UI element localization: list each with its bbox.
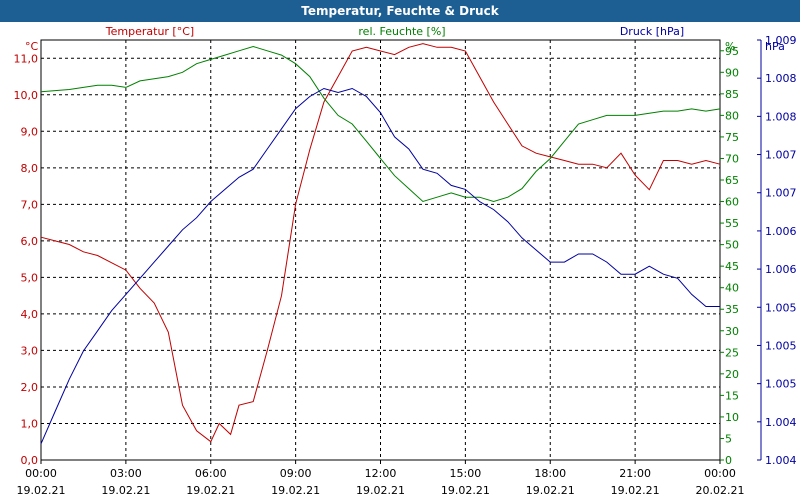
pressure-tick-label: 1.006 <box>765 225 797 238</box>
x-tick-label-time: 21:00 <box>619 467 651 480</box>
pressure-tick-label: 1.006 <box>765 263 797 276</box>
x-tick-label-date: 19.02.21 <box>17 484 66 497</box>
pressure-tick-label: 1.005 <box>765 339 797 352</box>
humidity-tick-label: 95 <box>725 45 739 58</box>
pressure-tick-label: 1.008 <box>765 72 797 85</box>
humidity-tick-label: 15 <box>725 389 739 402</box>
humidity-tick-label: 35 <box>725 303 739 316</box>
humidity-tick-label: 70 <box>725 152 739 165</box>
humidity-tick-label: 20 <box>725 368 739 381</box>
humidity-tick-label: 85 <box>725 88 739 101</box>
temperature-tick-label: 4,0 <box>21 308 39 321</box>
temperature-tick-label: 5,0 <box>21 271 39 284</box>
chart: 0,0 1,0 2,0 3,0 4,0 5,0 6,0 7,0 8,0 9,0 10,0 11,0°C… <box>14 25 797 497</box>
chart-title: Temperatur, Feuchte & Druck <box>0 0 800 22</box>
humidity-tick-label: 55 <box>725 217 739 230</box>
humidity-tick-label: 75 <box>725 131 739 144</box>
humidity-series-line <box>40 45 721 203</box>
x-tick-label-date: 19.02.21 <box>271 484 320 497</box>
temperature-axis-label: Temperatur [°C] <box>105 25 194 38</box>
humidity-tick-label: 90 <box>725 66 739 79</box>
humidity-tick-label: 65 <box>725 174 739 187</box>
temperature-axis-unit: °C <box>25 40 39 53</box>
temperature-tick-label: 6,0 <box>21 235 39 248</box>
pressure-tick-label: 1.009 <box>765 34 797 47</box>
x-tick-label-date: 19.02.21 <box>441 484 490 497</box>
humidity-axis-label: rel. Feuchte [%] <box>358 25 445 38</box>
x-tick-label-date: 19.02.21 <box>526 484 575 497</box>
humidity-tick-label: 10 <box>725 411 739 424</box>
x-tick-label-date: 19.02.21 <box>611 484 660 497</box>
pressure-tick-label: 1.005 <box>765 301 797 314</box>
x-tick-label-time: 09:00 <box>280 467 312 480</box>
temperature-tick-label: 3,0 <box>21 344 39 357</box>
x-tick-label-date: 19.02.21 <box>101 484 150 497</box>
humidity-tick-label: 5 <box>725 432 732 445</box>
temperature-tick-label: 9,0 <box>21 125 39 138</box>
pressure-series-line <box>40 87 720 445</box>
temperature-tick-label: 0,0 <box>21 454 39 467</box>
temperature-tick-label: 1,0 <box>21 417 39 430</box>
humidity-tick-label: 45 <box>725 260 739 273</box>
x-tick-label-date: 19.02.21 <box>186 484 235 497</box>
temperature-tick-label: 10,0 <box>14 89 39 102</box>
pressure-tick-label: 1.004 <box>765 454 797 467</box>
x-tick-label-time: 06:00 <box>195 467 227 480</box>
x-tick-label-time: 18:00 <box>534 467 566 480</box>
pressure-axis-label: Druck [hPa] <box>620 25 684 38</box>
x-tick-label-date: 19.02.21 <box>356 484 405 497</box>
humidity-tick-label: 0 <box>725 454 732 467</box>
x-tick-label-time: 03:00 <box>110 467 142 480</box>
x-tick-label-date: 20.02.21 <box>696 484 745 497</box>
humidity-tick-label: 40 <box>725 282 739 295</box>
x-tick-label-time: 00:00 <box>25 467 57 480</box>
humidity-tick-label: 50 <box>725 239 739 252</box>
pressure-tick-label: 1.008 <box>765 110 797 123</box>
temperature-series-line <box>40 43 721 443</box>
humidity-tick-label: 60 <box>725 196 739 209</box>
humidity-tick-label: 80 <box>725 109 739 122</box>
temperature-tick-label: 2,0 <box>21 381 39 394</box>
pressure-tick-label: 1.007 <box>765 149 797 162</box>
x-tick-label-time: 15:00 <box>450 467 482 480</box>
pressure-tick-label: 1.004 <box>765 416 797 429</box>
pressure-tick-label: 1.005 <box>765 378 797 391</box>
temperature-tick-label: 7,0 <box>21 198 39 211</box>
humidity-tick-label: 25 <box>725 346 739 359</box>
humidity-axis-unit: % <box>725 40 735 53</box>
pressure-axis-unit: hPa <box>765 40 785 53</box>
temperature-tick-label: 11,0 <box>14 52 39 65</box>
x-tick-label-time: 12:00 <box>365 467 397 480</box>
temperature-tick-label: 8,0 <box>21 162 39 175</box>
pressure-tick-label: 1.007 <box>765 187 797 200</box>
x-tick-label-time: 00:00 <box>704 467 736 480</box>
humidity-tick-label: 30 <box>725 325 739 338</box>
